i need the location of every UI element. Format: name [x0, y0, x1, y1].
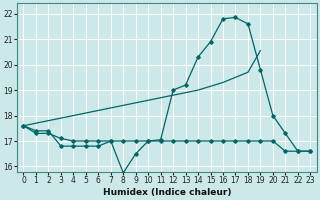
X-axis label: Humidex (Indice chaleur): Humidex (Indice chaleur) [103, 188, 231, 197]
